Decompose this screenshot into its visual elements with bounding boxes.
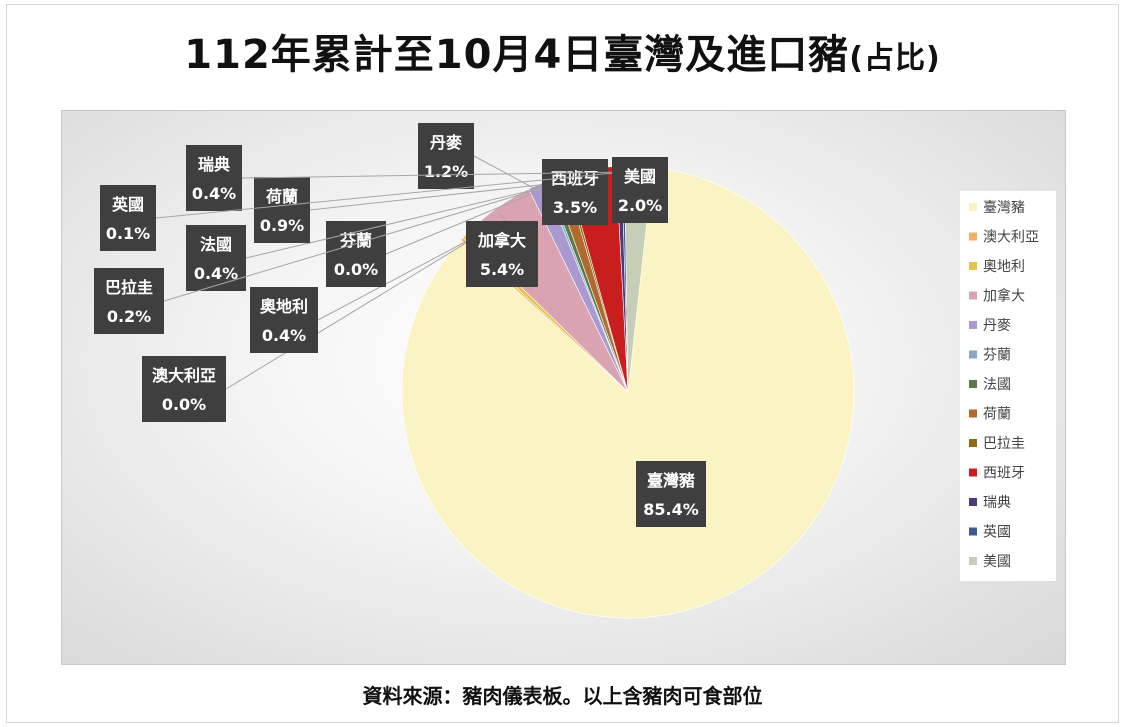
- data-label-value-8: 0.2%: [107, 307, 151, 326]
- legend-swatch-9: [969, 468, 977, 477]
- data-label-value-2: 0.4%: [262, 326, 306, 345]
- legend-label-6: 法國: [983, 377, 1011, 393]
- data-label-name-12: 美國: [624, 167, 656, 186]
- legend-label-8: 巴拉圭: [983, 436, 1025, 452]
- legend-swatch-10: [969, 498, 977, 506]
- data-label-box-10: [186, 145, 242, 211]
- data-label-value-11: 0.1%: [106, 224, 150, 243]
- data-label-box-12: [612, 157, 668, 223]
- legend-swatch-8: [969, 439, 977, 447]
- legend-swatch-11: [969, 527, 977, 536]
- data-label-name-7: 荷蘭: [266, 187, 298, 206]
- data-label-box-3: [466, 221, 538, 287]
- legend-swatch-7: [969, 409, 977, 418]
- data-label-name-10: 瑞典: [198, 155, 230, 174]
- legend-swatch-0: [969, 203, 977, 211]
- data-label-name-11: 英國: [111, 195, 144, 214]
- data-label-name-6: 法國: [200, 235, 232, 254]
- chart-title: 112年累計至10月4日臺灣及進口豬(占比): [0, 22, 1125, 80]
- data-label-name-4: 丹麥: [430, 133, 463, 152]
- data-label-2: 奧地利 0.4%: [250, 287, 318, 353]
- data-label-7: 荷蘭 0.9%: [254, 177, 310, 243]
- data-label-box-8: [94, 268, 164, 334]
- legend-swatch-12: [969, 557, 977, 565]
- legend-label-10: 瑞典: [983, 495, 1011, 511]
- legend-label-7: 荷蘭: [983, 407, 1011, 423]
- pie-chart: 臺灣豬 85.4% 澳大利亞 0.0% 奧地利 0.4% 加拿大 5.4% 丹麥 1.2% 芬蘭 0.…: [94, 123, 1056, 619]
- legend-swatch-2: [969, 262, 977, 270]
- legend-swatch-1: [969, 232, 977, 241]
- data-label-name-9: 西班牙: [551, 169, 599, 188]
- data-label-value-4: 1.2%: [424, 162, 468, 181]
- legend-label-3: 加拿大: [983, 288, 1025, 305]
- chart-title-main: 112年累計至10月4日臺灣及進口豬: [184, 32, 850, 78]
- data-label-box-4: [418, 123, 474, 189]
- plot-area: 臺灣豬 85.4% 澳大利亞 0.0% 奧地利 0.4% 加拿大 5.4% 丹麥 1.2% 芬蘭 0.…: [61, 110, 1066, 665]
- legend-swatch-5: [969, 350, 977, 359]
- legend-label-11: 英國: [983, 524, 1011, 541]
- data-label-11: 英國 0.1%: [100, 185, 156, 251]
- data-label-value-1: 0.0%: [162, 395, 206, 414]
- legend-swatch-4: [969, 321, 977, 329]
- data-label-3: 加拿大 5.4%: [466, 221, 538, 287]
- leader-line-8: [163, 180, 568, 302]
- data-label-value-9: 3.5%: [553, 198, 597, 217]
- data-label-name-1: 澳大利亞: [152, 366, 216, 385]
- data-label-box-2: [250, 287, 318, 353]
- data-label-box-7: [254, 177, 310, 243]
- data-label-10: 瑞典 0.4%: [186, 145, 242, 211]
- data-label-0: 臺灣豬 85.4%: [636, 461, 706, 527]
- source-note: 資料來源：豬肉儀表板。以上含豬肉可食部位: [362, 684, 763, 708]
- legend-label-0: 臺灣豬: [983, 200, 1025, 216]
- data-label-6: 法國 0.4%: [186, 225, 246, 291]
- leader-line-1: [225, 242, 467, 390]
- data-label-5: 芬蘭 0.0%: [326, 221, 386, 287]
- data-label-8: 巴拉圭 0.2%: [94, 268, 164, 334]
- data-label-name-2: 奧地利: [260, 297, 308, 316]
- leader-line-6: [245, 185, 552, 259]
- data-label-box-11: [100, 185, 156, 251]
- data-label-box-0: [636, 461, 706, 527]
- data-label-name-3: 加拿大: [477, 231, 526, 250]
- data-label-box-9: [542, 159, 608, 225]
- data-label-12: 美國 2.0%: [612, 157, 668, 223]
- data-label-value-7: 0.9%: [260, 216, 304, 235]
- data-label-value-3: 5.4%: [480, 260, 524, 279]
- data-label-value-12: 2.0%: [618, 196, 662, 215]
- data-label-value-10: 0.4%: [192, 184, 236, 203]
- data-label-name-0: 臺灣豬: [647, 471, 695, 490]
- legend-swatch-6: [969, 380, 977, 388]
- data-label-name-8: 巴拉圭: [105, 278, 153, 297]
- leader-line-7: [309, 182, 561, 211]
- data-label-1: 澳大利亞 0.0%: [142, 356, 226, 422]
- legend-swatch-3: [969, 291, 977, 300]
- data-label-value-0: 85.4%: [643, 500, 699, 519]
- legend-label-5: 芬蘭: [983, 348, 1011, 364]
- leader-line-2: [317, 239, 470, 321]
- chart-title-paren: (占比): [849, 41, 941, 76]
- leader-line-11: [155, 171, 624, 219]
- data-label-name-5: 芬蘭: [339, 231, 372, 250]
- legend-label-9: 西班牙: [983, 466, 1025, 482]
- data-label-value-5: 0.0%: [334, 260, 378, 279]
- leader-line-5: [385, 186, 548, 255]
- data-label-value-6: 0.4%: [194, 264, 238, 283]
- data-label-4: 丹麥 1.2%: [418, 123, 474, 189]
- leader-line-10: [241, 171, 620, 179]
- legend-label-2: 奧地利: [983, 259, 1025, 275]
- legend-label-12: 美國: [983, 554, 1011, 570]
- pie-slice-0: [401, 166, 855, 619]
- legend-label-4: 丹麥: [983, 318, 1011, 334]
- data-label-9: 西班牙 3.5%: [542, 159, 608, 225]
- data-label-box-1: [142, 356, 226, 422]
- legend-label-1: 澳大利亞: [983, 230, 1039, 246]
